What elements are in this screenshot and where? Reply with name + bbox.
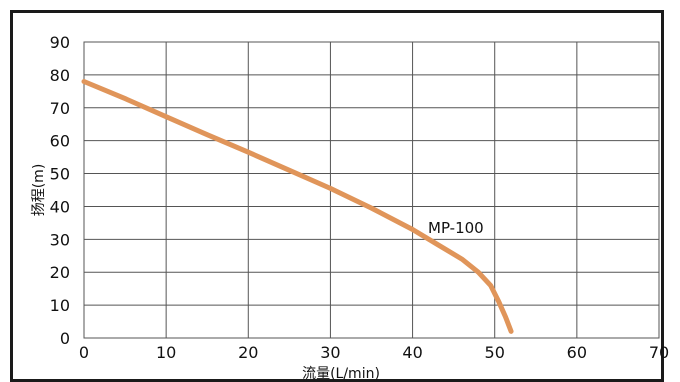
x-tick-label: 20 [238, 343, 258, 362]
y-tick-label: 30 [50, 230, 70, 249]
y-tick-label: 50 [50, 165, 70, 184]
y-axis-title: 扬程(m) [31, 164, 47, 217]
y-tick-label: 70 [50, 99, 70, 118]
y-tick-label: 20 [50, 263, 70, 282]
y-tick-label: 10 [50, 296, 70, 315]
x-tick-label: 10 [156, 343, 176, 362]
series-label-mp-100: MP-100 [428, 219, 484, 237]
y-tick-label: 60 [50, 132, 70, 151]
x-tick-label: 70 [649, 343, 669, 362]
x-tick-labels: 0 10 20 30 40 50 60 70 [79, 343, 669, 362]
x-tick-label: 0 [79, 343, 89, 362]
x-tick-label: 30 [320, 343, 340, 362]
series-line-mp-100 [81, 79, 514, 334]
y-tick-labels: 0 10 20 30 40 50 60 70 80 90 [50, 33, 70, 348]
y-tick-label: 40 [50, 197, 70, 216]
x-axis-title: 流量(L/min) [302, 366, 380, 380]
grid-lines [83, 41, 660, 339]
x-tick-label: 60 [567, 343, 587, 362]
plot-area [83, 41, 660, 339]
x-tick-label: 40 [402, 343, 422, 362]
y-tick-label: 0 [60, 329, 70, 348]
x-tick-label: 50 [485, 343, 505, 362]
y-tick-label: 80 [50, 66, 70, 85]
y-tick-label: 90 [50, 33, 70, 52]
